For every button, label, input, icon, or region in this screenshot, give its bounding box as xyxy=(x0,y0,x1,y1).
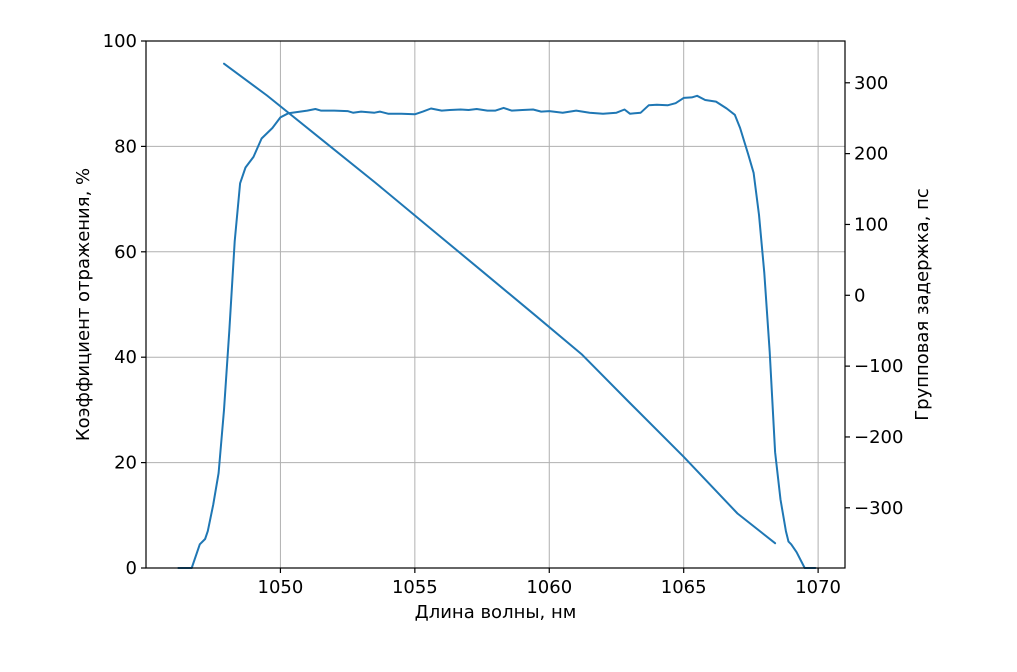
x-tick-label: 1055 xyxy=(392,577,438,598)
y2-tick-label: −200 xyxy=(854,427,903,448)
y-tick-label: 60 xyxy=(114,242,137,263)
y2-tick-label: 0 xyxy=(854,285,865,306)
y-tick-label: 40 xyxy=(114,347,137,368)
grid xyxy=(146,40,845,569)
x-tick-label: 1050 xyxy=(258,577,304,598)
y2-tick-label: 200 xyxy=(854,144,888,165)
y-tick-label: 20 xyxy=(114,453,137,474)
y-tick-label: 100 xyxy=(103,31,137,52)
y-tick-label: 80 xyxy=(114,136,137,157)
series-group xyxy=(177,62,817,569)
y-axis-label: Коэффициент отражения, % xyxy=(73,168,94,441)
y-axis-left: 0 20 40 60 80 100 xyxy=(103,31,146,579)
y-axis-right: −300 −200 −100 0 100 200 300 xyxy=(845,73,903,519)
y2-tick-label: −300 xyxy=(854,498,903,519)
y2-tick-label: −100 xyxy=(854,356,903,377)
y-tick-label: 0 xyxy=(126,558,137,579)
y2-axis-label: Групповая задержка, пс xyxy=(912,188,933,421)
x-tick-label: 1070 xyxy=(795,577,841,598)
x-tick-label: 1060 xyxy=(526,577,572,598)
x-tick-label: 1065 xyxy=(661,577,707,598)
group-delay-line xyxy=(223,62,777,545)
y2-tick-label: 300 xyxy=(854,73,888,94)
y2-tick-label: 100 xyxy=(854,214,888,235)
reflectance-line xyxy=(177,94,817,569)
x-axis-label: Длина волны, нм xyxy=(415,602,577,623)
plot-frame xyxy=(145,40,846,569)
x-axis: 1050 1055 1060 1065 1070 xyxy=(258,568,841,598)
